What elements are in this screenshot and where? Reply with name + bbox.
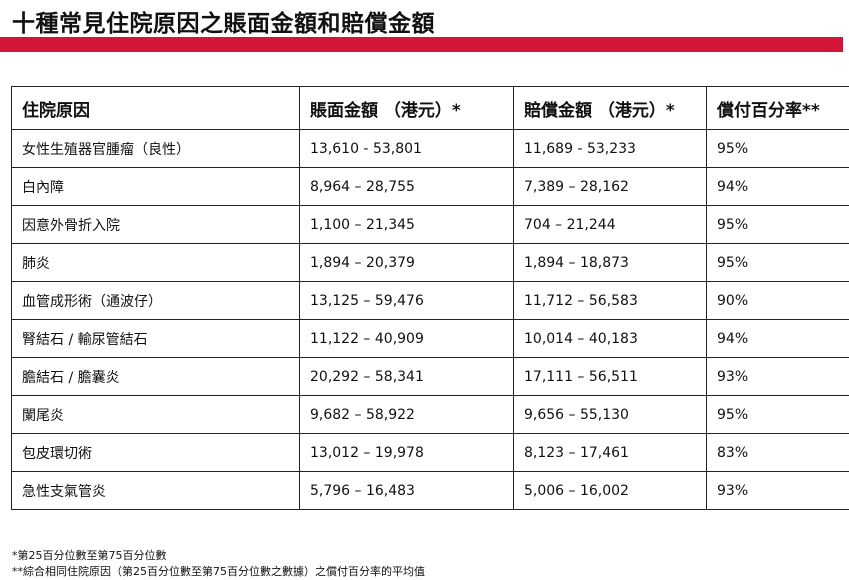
cell-cause: 闌尾炎 <box>12 396 300 434</box>
table-row: 血管成形術（通波仔） 13,125 – 59,476 11,712 – 56,5… <box>12 282 849 320</box>
cell-billed-amount: 20,292 – 58,341 <box>300 358 514 396</box>
cell-claim-amount: 7,389 – 28,162 <box>514 168 707 206</box>
cell-claim-amount: 5,006 – 16,002 <box>514 472 707 510</box>
cell-claim-amount: 1,894 – 18,873 <box>514 244 707 282</box>
table-row: 肺炎 1,894 – 20,379 1,894 – 18,873 95% <box>12 244 849 282</box>
cell-reimbursement-rate: 95% <box>707 206 849 244</box>
cell-claim-amount: 8,123 – 17,461 <box>514 434 707 472</box>
cell-claim-amount: 11,689 - 53,233 <box>514 130 707 168</box>
cell-cause: 肺炎 <box>12 244 300 282</box>
cell-billed-amount: 5,796 – 16,483 <box>300 472 514 510</box>
cell-billed-amount: 1,894 – 20,379 <box>300 244 514 282</box>
cell-claim-amount: 11,712 – 56,583 <box>514 282 707 320</box>
table-row: 包皮環切術 13,012 – 19,978 8,123 – 17,461 83% <box>12 434 849 472</box>
cell-reimbursement-rate: 95% <box>707 244 849 282</box>
cell-reimbursement-rate: 94% <box>707 320 849 358</box>
cell-claim-amount: 17,111 – 56,511 <box>514 358 707 396</box>
cell-reimbursement-rate: 94% <box>707 168 849 206</box>
page-title: 十種常見住院原因之賬面金額和賠償金額 <box>12 4 435 38</box>
cell-reimbursement-rate: 90% <box>707 282 849 320</box>
cell-cause: 包皮環切術 <box>12 434 300 472</box>
cell-billed-amount: 1,100 – 21,345 <box>300 206 514 244</box>
hospitalization-table: 住院原因 賬面金額 （港元）* 賠償金額 （港元）* 償付百分率** 女性生殖器… <box>11 86 849 510</box>
table-row: 因意外骨折入院 1,100 – 21,345 704 – 21,244 95% <box>12 206 849 244</box>
cell-cause: 白內障 <box>12 168 300 206</box>
cell-billed-amount: 11,122 – 40,909 <box>300 320 514 358</box>
cell-cause: 膽結石 / 膽囊炎 <box>12 358 300 396</box>
cell-cause: 血管成形術（通波仔） <box>12 282 300 320</box>
header-claim-amount: 賠償金額 （港元）* <box>514 87 707 130</box>
table-row: 白內障 8,964 – 28,755 7,389 – 28,162 94% <box>12 168 849 206</box>
cell-claim-amount: 704 – 21,244 <box>514 206 707 244</box>
cell-reimbursement-rate: 95% <box>707 130 849 168</box>
table-row: 膽結石 / 膽囊炎 20,292 – 58,341 17,111 – 56,51… <box>12 358 849 396</box>
footnotes: *第25百分位數至第75百分位數 **綜合相同住院原因（第25百分位數至第75百… <box>12 548 425 580</box>
header-cause: 住院原因 <box>12 87 300 130</box>
cell-billed-amount: 13,610 - 53,801 <box>300 130 514 168</box>
cell-cause: 腎結石 / 輸尿管結石 <box>12 320 300 358</box>
cell-reimbursement-rate: 93% <box>707 472 849 510</box>
cell-reimbursement-rate: 95% <box>707 396 849 434</box>
header-reimbursement-rate: 償付百分率** <box>707 87 849 130</box>
cell-billed-amount: 13,125 – 59,476 <box>300 282 514 320</box>
cell-cause: 急性支氣管炎 <box>12 472 300 510</box>
table-row: 女性生殖器官腫瘤（良性） 13,610 - 53,801 11,689 - 53… <box>12 130 849 168</box>
cell-billed-amount: 9,682 – 58,922 <box>300 396 514 434</box>
cell-billed-amount: 13,012 – 19,978 <box>300 434 514 472</box>
table-row: 闌尾炎 9,682 – 58,922 9,656 – 55,130 95% <box>12 396 849 434</box>
cell-claim-amount: 9,656 – 55,130 <box>514 396 707 434</box>
header-billed-amount: 賬面金額 （港元）* <box>300 87 514 130</box>
table-row: 急性支氣管炎 5,796 – 16,483 5,006 – 16,002 93% <box>12 472 849 510</box>
cell-cause: 女性生殖器官腫瘤（良性） <box>12 130 300 168</box>
table-row: 腎結石 / 輸尿管結石 11,122 – 40,909 10,014 – 40,… <box>12 320 849 358</box>
footnote-percentile-range: *第25百分位數至第75百分位數 <box>12 548 425 564</box>
table-header-row: 住院原因 賬面金額 （港元）* 賠償金額 （港元）* 償付百分率** <box>12 87 849 130</box>
cell-cause: 因意外骨折入院 <box>12 206 300 244</box>
title-underline-bar <box>0 37 843 52</box>
cell-reimbursement-rate: 93% <box>707 358 849 396</box>
cell-reimbursement-rate: 83% <box>707 434 849 472</box>
cell-claim-amount: 10,014 – 40,183 <box>514 320 707 358</box>
cell-billed-amount: 8,964 – 28,755 <box>300 168 514 206</box>
